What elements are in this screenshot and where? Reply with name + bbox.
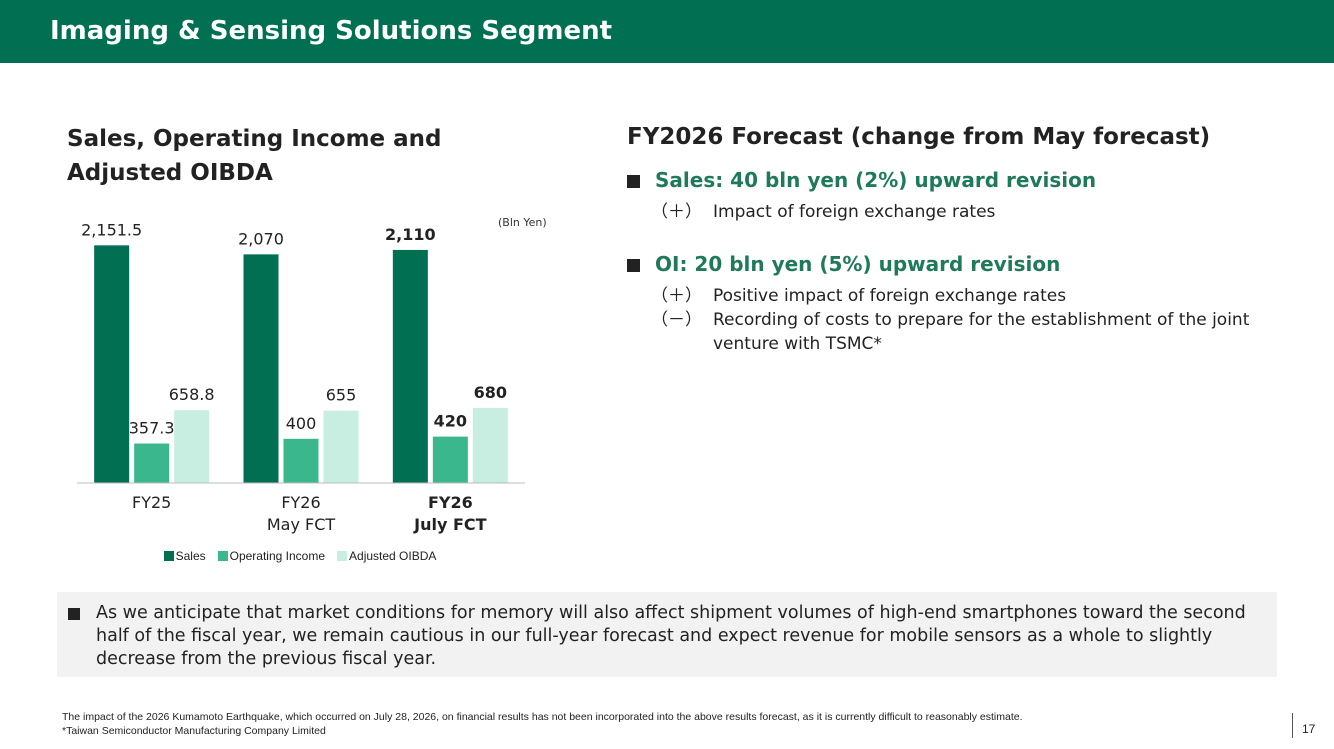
legend-label: Sales xyxy=(175,549,206,563)
bar xyxy=(134,443,170,483)
forecast-item: OI: 20 bln yen (5%) upward revision （＋） Po… xyxy=(627,252,1287,356)
bar xyxy=(94,245,130,483)
data-label: 357.3 xyxy=(129,419,175,438)
legend-swatch xyxy=(337,551,348,561)
legend-swatch xyxy=(217,551,228,561)
forecast-title: FY2026 Forecast (change from May forecas… xyxy=(627,124,1211,150)
legend: Sales Operating Income Adjusted OIBDA xyxy=(80,549,520,563)
forecast-point: （＋） Impact of foreign exchange rates xyxy=(627,200,1287,224)
legend-label: Adjusted OIBDA xyxy=(349,549,437,563)
chart: (Bln Yen) 2,151.5 2,070 2,110 357.3 400 420 658… xyxy=(77,216,547,484)
point-sign: （＋） xyxy=(651,286,702,306)
header-title: Imaging & Sensing Solutions Segment xyxy=(50,16,613,46)
data-label: 420 xyxy=(434,412,467,431)
bar xyxy=(432,436,468,483)
forecast-heading: Sales: 40 bln yen (2%) upward revision xyxy=(627,168,1287,192)
header-band xyxy=(0,0,1334,63)
forecast-point: （＋） Positive impact of foreign exchange r… xyxy=(627,284,1287,308)
bar xyxy=(174,410,210,483)
data-label: 658.8 xyxy=(169,385,215,404)
data-label: 2,151.5 xyxy=(81,220,142,239)
point-text: Recording of costs to prepare for the es… xyxy=(713,310,1250,354)
footnotes: The impact of the 2026 Kumamoto Earthqua… xyxy=(62,710,1023,738)
point-text: Positive impact of foreign exchange rate… xyxy=(713,286,1067,306)
data-label: 680 xyxy=(474,383,507,402)
data-label: 400 xyxy=(286,414,317,433)
x-tick-label: FY26 May FCT xyxy=(266,493,336,534)
note-box xyxy=(57,592,1277,677)
unit-label: (Bln Yen) xyxy=(498,216,547,229)
page-divider xyxy=(1292,713,1293,738)
forecast-heading: OI: 20 bln yen (5%) upward revision xyxy=(627,252,1287,276)
data-label: 2,070 xyxy=(238,229,284,248)
legend-entry: Sales xyxy=(163,549,206,563)
bar xyxy=(243,254,279,483)
legend-swatch xyxy=(163,551,174,561)
page-number: 17 xyxy=(1302,722,1316,736)
legend-label: Operating Income xyxy=(229,549,326,563)
forecast-point: （－） Recording of costs to prepare for the… xyxy=(627,308,1287,356)
footnote: *Taiwan Semiconductor Manufacturing Comp… xyxy=(62,725,326,737)
data-label: 2,110 xyxy=(385,225,436,244)
point-sign: （－） xyxy=(651,310,702,330)
legend-entry: Adjusted OIBDA xyxy=(337,549,436,563)
bar xyxy=(323,410,359,483)
note-text: As we anticipate that market conditions … xyxy=(68,602,1276,671)
data-label: 655 xyxy=(326,386,357,405)
x-tick-label: FY26 July FCT xyxy=(414,493,487,534)
point-sign: （＋） xyxy=(651,202,702,222)
chart-title: Sales, Operating Income and Adjusted OIB… xyxy=(67,126,442,186)
bar xyxy=(392,249,428,483)
bar xyxy=(283,438,319,483)
x-tick-label: FY25 xyxy=(131,493,172,512)
legend-entry: Operating Income xyxy=(217,549,326,563)
forecast-list: Sales: 40 bln yen (2%) upward revision （＋… xyxy=(627,168,1287,384)
footnote: The impact of the 2026 Kumamoto Earthqua… xyxy=(62,711,1023,723)
bar xyxy=(472,407,508,483)
forecast-item: Sales: 40 bln yen (2%) upward revision （＋… xyxy=(627,168,1287,224)
point-text: Impact of foreign exchange rates xyxy=(713,202,996,222)
